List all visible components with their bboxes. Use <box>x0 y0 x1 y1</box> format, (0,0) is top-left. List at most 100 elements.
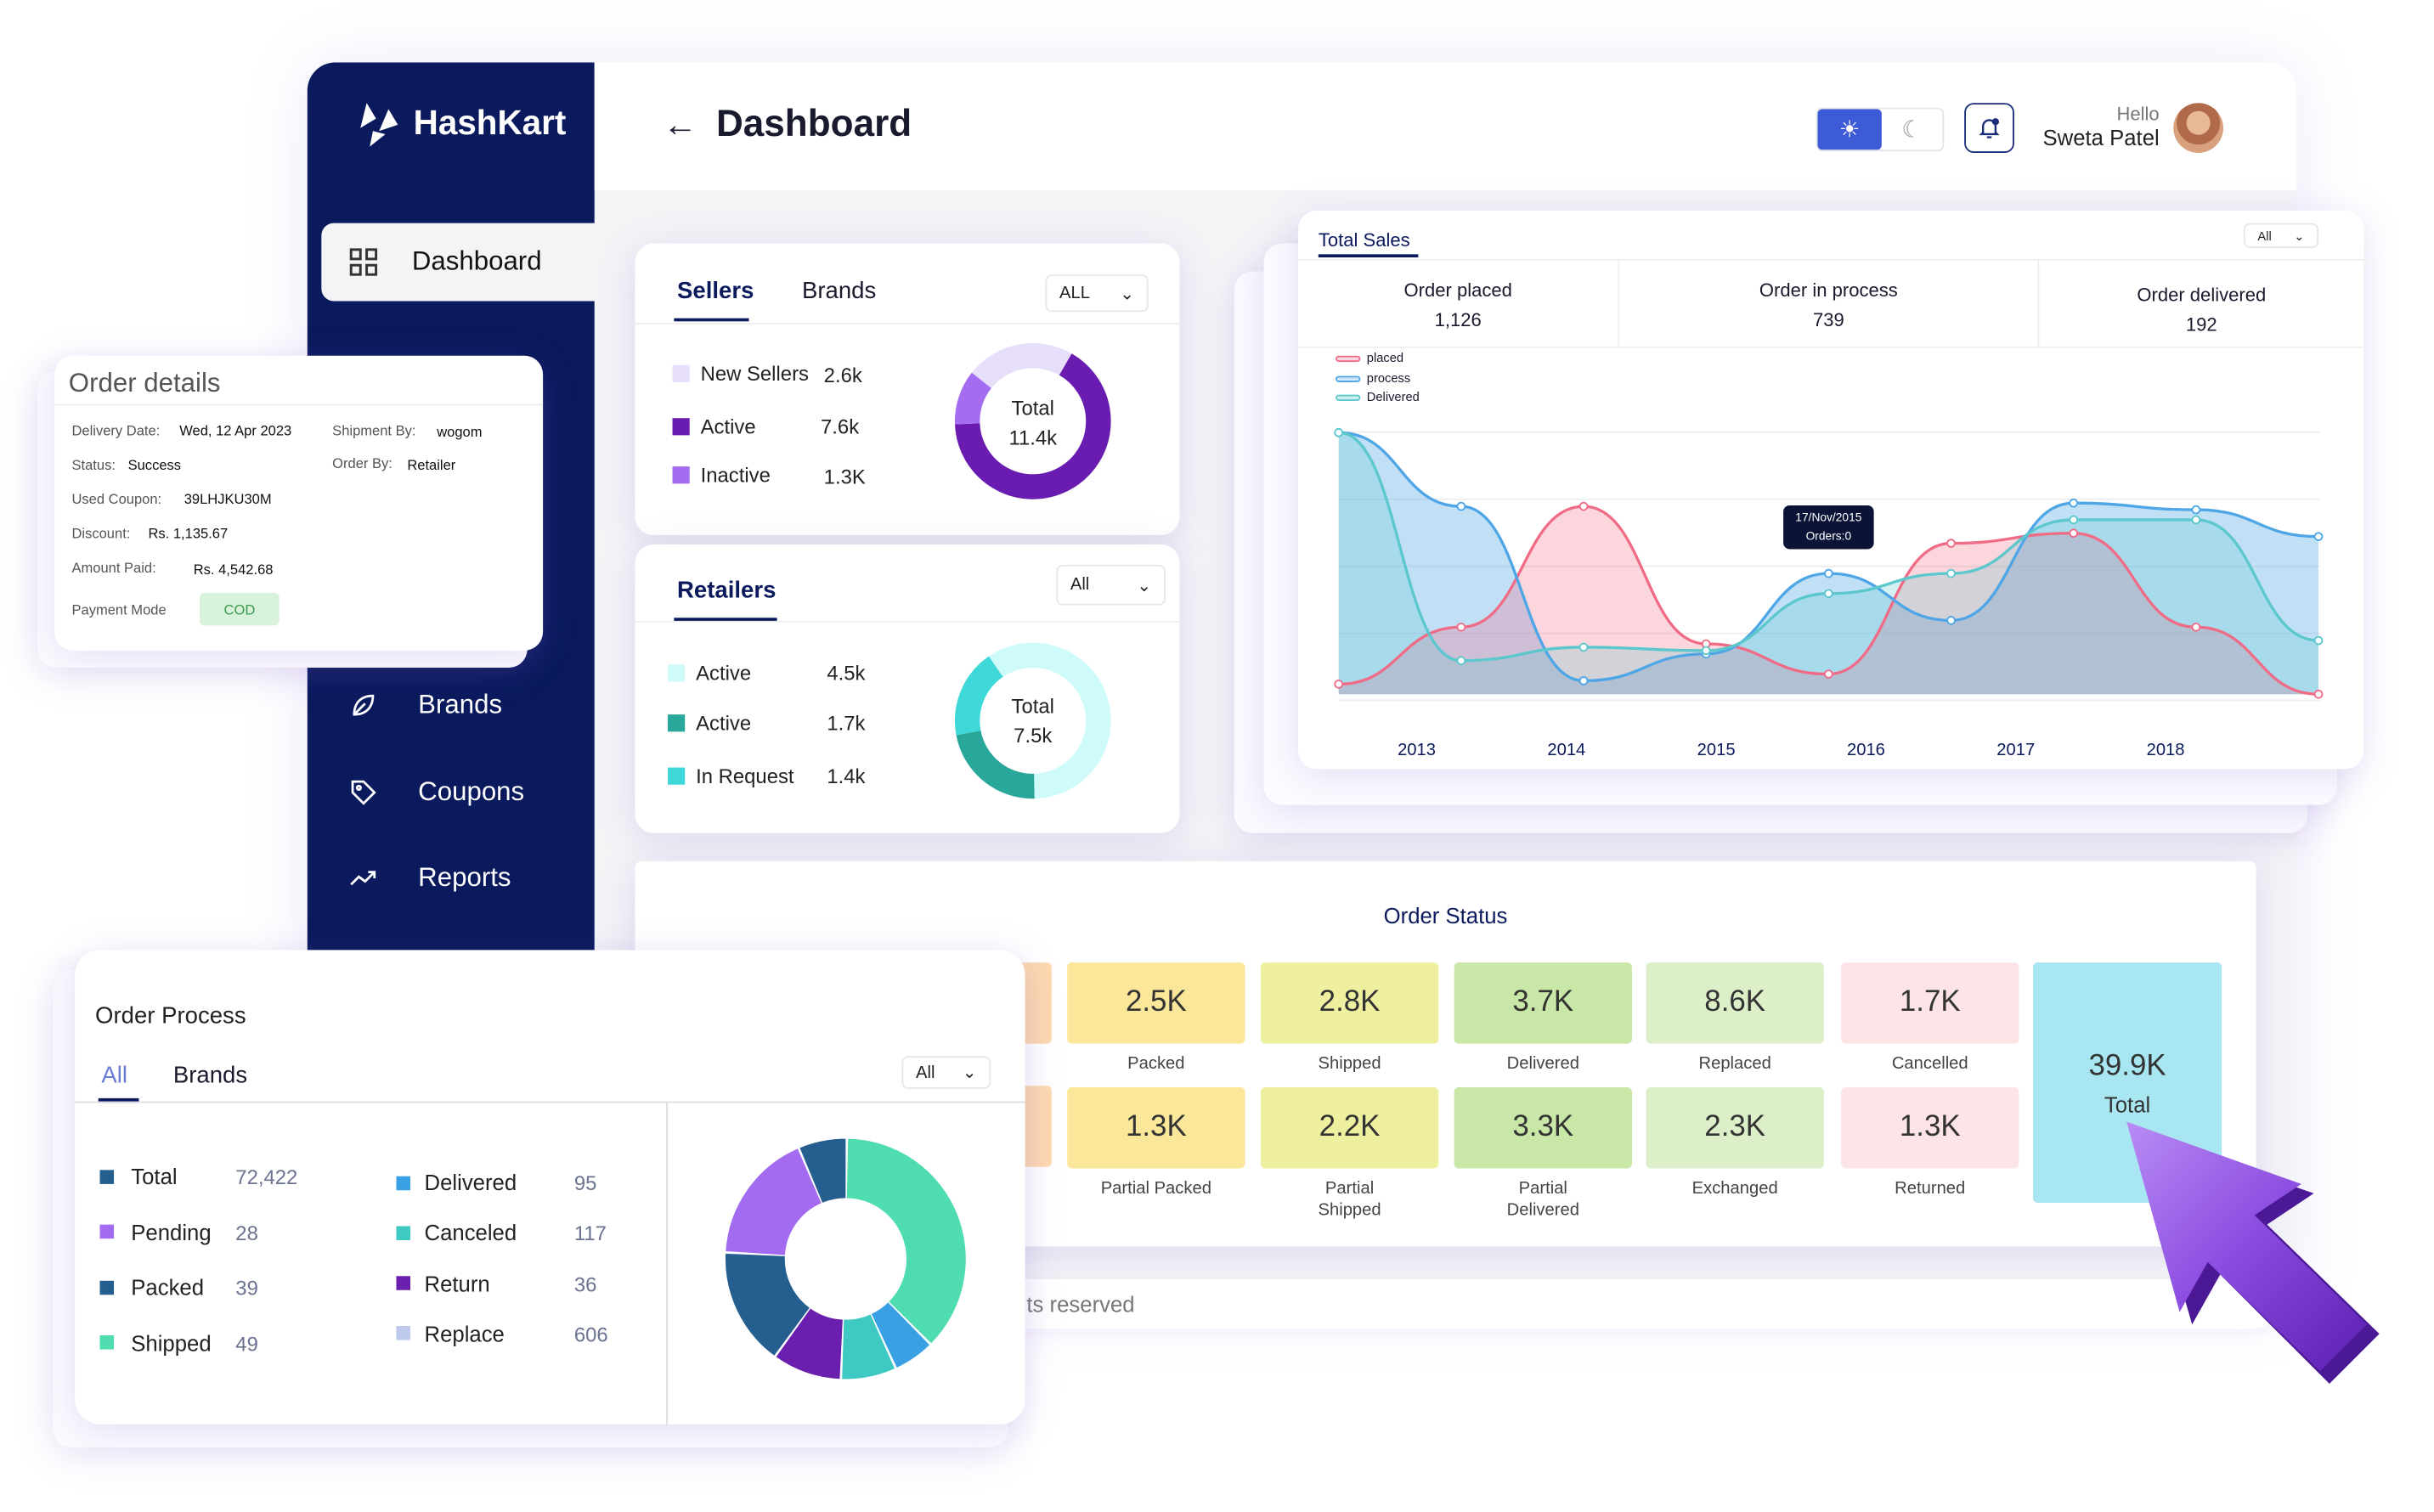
cursor-arrow-icon <box>2126 1121 2380 1384</box>
sun-icon[interactable]: ☀ <box>1817 109 1882 150</box>
retailers-title: Retailers <box>677 577 777 604</box>
back-arrow-icon[interactable]: ← <box>663 104 697 144</box>
status-caption: Returned <box>1895 1179 1966 1199</box>
retailers-donut <box>954 642 1111 799</box>
label: Order By: <box>332 455 392 471</box>
amount-paid: Rs. 4,542.68 <box>193 561 274 578</box>
data-point[interactable] <box>1334 427 1344 437</box>
status-tile: 1.3K <box>1067 1087 1245 1169</box>
data-point[interactable] <box>1701 646 1711 656</box>
tab-sellers[interactable]: Sellers <box>677 277 754 305</box>
sellers-donut <box>954 343 1111 499</box>
legend-pending: Pending <box>99 1219 212 1244</box>
order-details-card: Order details Delivery Date: Wed, 12 Apr… <box>54 355 544 651</box>
status-caption: Shipped <box>1318 1054 1381 1074</box>
data-point[interactable] <box>1456 656 1466 666</box>
sellers-filter[interactable]: ALL ⌄ <box>1045 274 1149 313</box>
donut-slice <box>799 1138 847 1204</box>
data-point[interactable] <box>1578 642 1589 652</box>
divider <box>2037 260 2040 347</box>
data-point[interactable] <box>2191 515 2201 525</box>
data-point[interactable] <box>2191 622 2201 632</box>
total-value: 39.9K <box>2088 1049 2166 1083</box>
stat-order-placed: Order placed 1,126 <box>1403 279 1512 331</box>
data-point[interactable] <box>2069 498 2079 508</box>
legend-active: Active <box>668 711 751 735</box>
data-point[interactable] <box>1946 568 1956 578</box>
legend-process: process <box>1336 369 1420 388</box>
sidebar-item-label: Reports <box>418 862 511 893</box>
retailers-filter[interactable]: All ⌄ <box>1056 564 1166 606</box>
legend-canceled: Canceled <box>396 1221 517 1245</box>
legend-value: 1.3K <box>823 465 866 488</box>
legend-placed: placed <box>1336 349 1420 369</box>
sidebar-item-dashboard[interactable]: Dashboard <box>321 223 596 302</box>
stat-order-in-process: Order in process 739 <box>1759 279 1898 331</box>
data-point[interactable] <box>2313 532 2324 541</box>
shipment-by: wogom <box>437 424 483 440</box>
status-caption: Packed <box>1127 1054 1185 1074</box>
divider <box>666 1103 669 1425</box>
tab-all[interactable]: All <box>101 1062 127 1089</box>
chevron-down-icon: ⌄ <box>962 1063 977 1083</box>
page-title: ← Dashboard <box>663 103 912 145</box>
data-point[interactable] <box>1824 568 1833 578</box>
tab-underline <box>98 1097 139 1103</box>
x-tick-label: 2016 <box>1847 741 1885 759</box>
data-point[interactable] <box>1578 676 1589 685</box>
data-point[interactable] <box>2069 515 2079 525</box>
data-point[interactable] <box>1456 501 1466 511</box>
data-point[interactable] <box>1946 616 1956 625</box>
moon-icon[interactable]: ☾ <box>1901 116 1923 144</box>
data-point[interactable] <box>2191 505 2201 515</box>
area-delivered <box>1338 432 2319 695</box>
hello-text: Hello <box>2116 103 2160 125</box>
donut-slice <box>776 1307 844 1379</box>
data-point[interactable] <box>1946 539 1956 548</box>
divider <box>1618 260 1620 347</box>
legend-value: 72,422 <box>235 1165 298 1189</box>
tab-brands[interactable]: Brands <box>172 1062 248 1089</box>
sidebar-item-brands[interactable]: Brands <box>349 690 502 721</box>
data-point[interactable] <box>1334 680 1344 689</box>
legend-value: 36 <box>573 1272 597 1296</box>
data-point[interactable] <box>2313 635 2324 646</box>
brand-logo[interactable]: HashKart <box>351 97 566 150</box>
notification-button[interactable] <box>1964 103 2014 153</box>
label: Shipment By: <box>332 422 416 439</box>
data-point[interactable] <box>1824 589 1833 599</box>
area-process <box>1338 432 2319 695</box>
sidebar-item-label: Brands <box>418 689 503 719</box>
legend-new-sellers: New Sellers <box>672 362 809 386</box>
legend-return: Return <box>396 1271 490 1295</box>
legend-value: 28 <box>235 1221 258 1244</box>
data-point[interactable] <box>2313 689 2324 699</box>
data-point[interactable] <box>1578 501 1589 511</box>
legend-value: 606 <box>573 1323 608 1346</box>
leaf-icon <box>353 694 375 716</box>
status-value: Success <box>127 457 182 473</box>
sales-filter[interactable]: All ⌄ <box>2243 223 2319 249</box>
status-tile: 2.3K <box>1646 1087 1824 1169</box>
total-sales-title: Total Sales <box>1318 228 1410 251</box>
coupon-value: 39LHJKU30M <box>184 491 272 507</box>
footer: ts reserved <box>935 1278 2279 1329</box>
delivery-date: Wed, 12 Apr 2023 <box>179 422 292 439</box>
theme-toggle[interactable]: ☀ ☾ <box>1816 107 1945 152</box>
status-tile: 2.5K <box>1067 962 1245 1044</box>
data-point[interactable] <box>1456 622 1466 632</box>
legend-active: Active <box>672 415 756 438</box>
avatar[interactable] <box>2173 103 2224 153</box>
user-greeting: Hello Sweta Patel <box>2028 103 2159 150</box>
tab-brands[interactable]: Brands <box>801 277 877 305</box>
data-point[interactable] <box>2069 528 2079 539</box>
order-process-filter[interactable]: All ⌄ <box>901 1056 991 1089</box>
chevron-down-icon: ⌄ <box>2294 228 2305 243</box>
sidebar-item-coupons[interactable]: Coupons <box>349 777 524 809</box>
legend-active: Active <box>668 662 751 685</box>
status-tile: 2.2K <box>1260 1087 1439 1169</box>
x-tick-label: 2018 <box>2147 741 2185 759</box>
sidebar-item-reports[interactable]: Reports <box>349 863 511 894</box>
legend-delivered: Delivered <box>396 1170 517 1195</box>
data-point[interactable] <box>1824 669 1833 679</box>
